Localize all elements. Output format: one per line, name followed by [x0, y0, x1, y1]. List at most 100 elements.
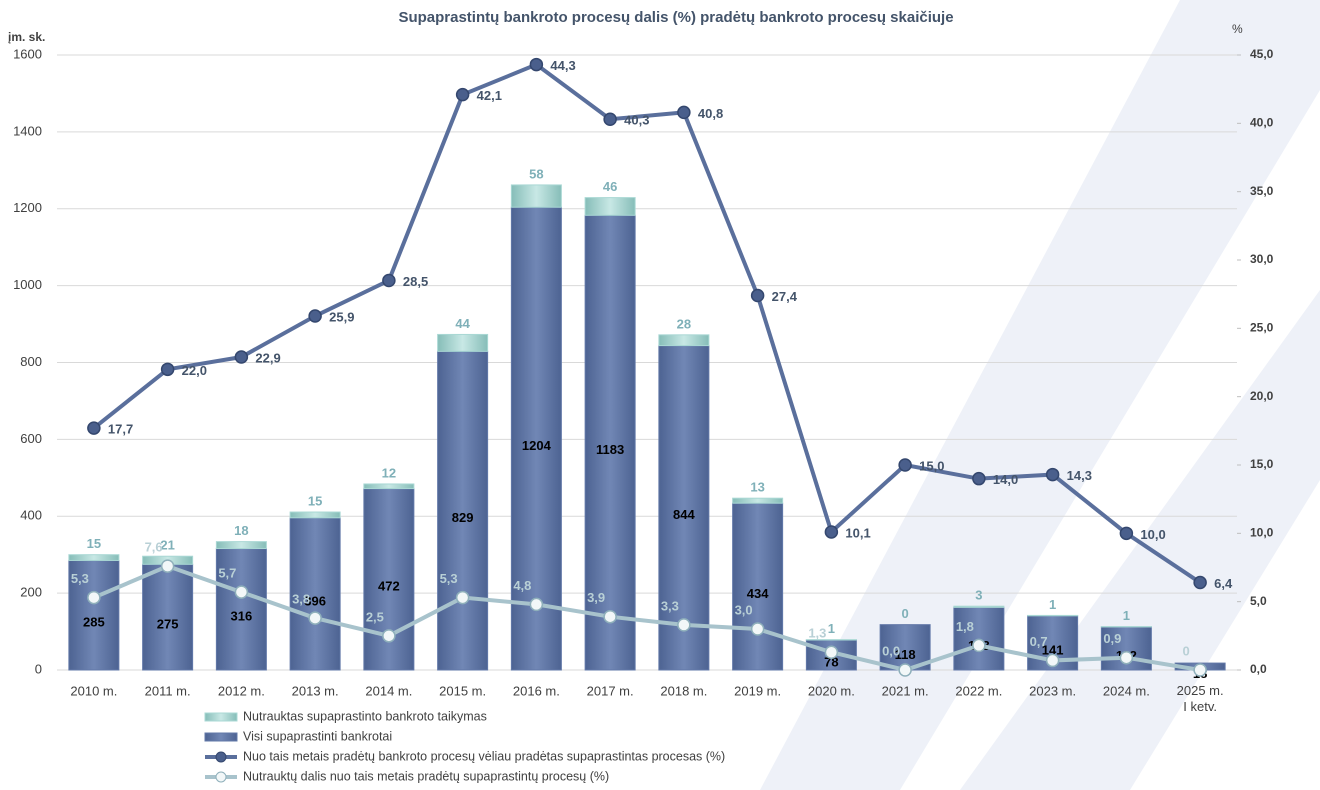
- line-value-label: 44,3: [550, 58, 575, 73]
- line-point: [750, 288, 765, 303]
- x-tick-label: 2023 m.: [1029, 683, 1076, 698]
- line-value-label: 0: [1183, 643, 1190, 658]
- line-value-label: 5,3: [440, 571, 458, 586]
- legend-label: Nutrauktas supaprastinto bankroto taikym…: [243, 709, 487, 723]
- x-tick-label: 2014 m.: [365, 683, 412, 698]
- line-point: [529, 597, 544, 612]
- bar: [732, 502, 784, 671]
- x-tick-label: 2025 m. I ketv.: [1177, 683, 1224, 714]
- y-tick-label: 800: [20, 354, 42, 369]
- line-value-label: 25,9: [329, 309, 354, 324]
- x-tick-label: 2021 m.: [882, 683, 929, 698]
- bar: [215, 548, 267, 671]
- line-point: [455, 87, 470, 102]
- bar-value-label: 118: [895, 647, 916, 662]
- bar-value-label: 1204: [522, 438, 552, 453]
- line-point: [308, 309, 322, 323]
- x-tick-label: 2018 m.: [660, 683, 707, 698]
- y-tick-label: 1600: [13, 46, 42, 61]
- line-value-label: 4,8: [513, 578, 531, 593]
- line-value-label: 14,0: [993, 472, 1018, 487]
- line-value-label: 1,8: [956, 619, 974, 634]
- bar: [289, 511, 341, 519]
- bar-value-label: 15: [87, 536, 101, 551]
- line-point: [677, 618, 691, 632]
- y2-tick-label: 15,0: [1250, 457, 1274, 471]
- line-point: [234, 585, 249, 599]
- line-value-label: 2,5: [366, 609, 384, 624]
- line-value-label: 3,0: [735, 602, 753, 617]
- bar-value-label: 12: [382, 465, 396, 480]
- line-point: [972, 638, 986, 653]
- x-tick-label: 2017 m.: [587, 683, 634, 698]
- line-point: [87, 421, 101, 435]
- bar: [437, 350, 489, 671]
- legend-label: Visi supaprastinti bankrotai: [243, 729, 392, 743]
- y2-tick-label: 30,0: [1250, 252, 1274, 266]
- line-point: [1119, 526, 1134, 541]
- line-point: [234, 350, 249, 364]
- bar-value-label: 58: [529, 166, 543, 181]
- y-axis-label: įm. sk.: [8, 30, 45, 44]
- legend-swatch: [215, 771, 227, 783]
- bar-value-label: 0: [902, 606, 909, 621]
- bar-value-label: 316: [231, 609, 253, 624]
- y-tick-label: 200: [20, 585, 42, 600]
- line-value-label: 14,3: [1067, 468, 1092, 483]
- bar: [68, 559, 120, 671]
- x-tick-label: 2016 m.: [513, 683, 560, 698]
- x-tick-label: 2020 m.: [808, 683, 855, 698]
- line-point: [455, 590, 470, 605]
- line-value-label: 27,4: [772, 289, 798, 304]
- line-value-label: 3,8: [292, 592, 310, 607]
- y-tick-label: 1200: [13, 200, 42, 215]
- line-point: [1045, 653, 1060, 668]
- line-value-label: 17,7: [108, 422, 133, 437]
- y2-axis-label: %: [1232, 22, 1243, 36]
- line-value-label: 0,9: [1103, 631, 1121, 646]
- watermark: [760, 0, 1320, 790]
- legend-swatch: [204, 732, 238, 742]
- line-point: [87, 590, 101, 605]
- line-value-label: 6,4: [1214, 576, 1233, 591]
- line-value-label: 3,3: [661, 598, 679, 613]
- line-value-label: 3,9: [587, 590, 605, 605]
- y-tick-label: 400: [20, 508, 42, 523]
- x-tick-label: 2012 m.: [218, 683, 265, 698]
- x-tick-label: 2013 m.: [292, 683, 339, 698]
- bar-value-label: 275: [157, 617, 179, 632]
- line-point: [824, 645, 839, 659]
- y-tick-label: 0: [35, 661, 42, 676]
- line-point: [1119, 650, 1134, 665]
- line-value-label: 15,0: [919, 458, 944, 473]
- line-point: [898, 663, 912, 677]
- bar: [953, 605, 1005, 608]
- bar-value-label: 15: [308, 493, 322, 508]
- line-value-label: 42,1: [477, 88, 502, 103]
- line-point: [750, 622, 765, 636]
- bar-value-label: 1183: [596, 442, 624, 457]
- y-tick-label: 600: [20, 431, 42, 446]
- bar-value-label: 21: [160, 538, 174, 553]
- line-point: [1193, 663, 1207, 677]
- bar: [510, 184, 562, 208]
- bar-value-label: 472: [378, 579, 400, 594]
- y2-tick-label: 35,0: [1250, 184, 1274, 198]
- legend-swatch: [204, 712, 238, 722]
- x-tick-label: 2010 m.: [70, 683, 117, 698]
- line-value-label: 22,0: [182, 363, 207, 378]
- legend-swatch: [215, 751, 227, 763]
- line-point: [382, 629, 396, 643]
- bar: [363, 483, 415, 490]
- bar: [289, 517, 341, 671]
- line-value-label: 28,5: [403, 274, 428, 289]
- bar-value-label: 78: [824, 654, 838, 669]
- line-point: [898, 458, 912, 472]
- line-point: [529, 57, 544, 72]
- bar: [510, 206, 562, 671]
- x-tick-label: 2024 m.: [1103, 683, 1150, 698]
- line-value-label: 7,6: [145, 540, 163, 555]
- bar: [68, 554, 120, 561]
- line-value-label: 40,8: [698, 106, 723, 121]
